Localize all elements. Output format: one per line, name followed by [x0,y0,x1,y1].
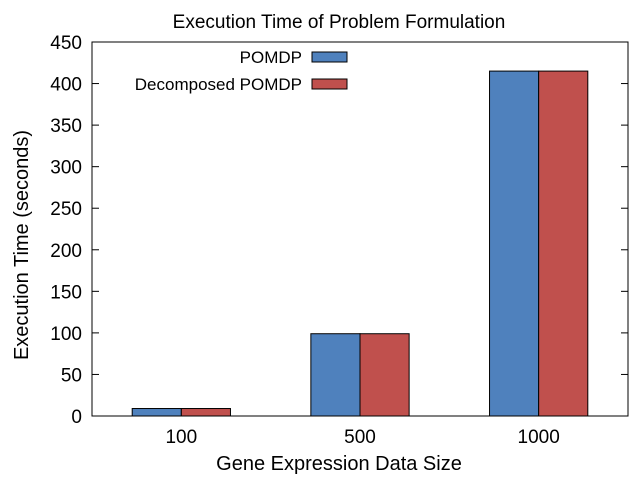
bar-pomdp-1000 [489,70,540,417]
x-tick-label: 100 [165,427,197,448]
bar-pomdp-100 [131,408,182,417]
legend-label: Decomposed POMDP [135,75,302,94]
bar-pomdp-500 [310,333,361,417]
plot-frame [91,41,629,417]
y-tick-label: 450 [50,33,82,54]
legend: POMDP Decomposed POMDP [135,48,348,94]
y-tick-label: 0 [71,407,82,428]
x-axis-label: Gene Expression Data Size [216,453,462,475]
bar-decomposed-pomdp-100 [180,408,231,417]
bar-series [131,70,589,417]
y-tick-label: 150 [50,282,82,303]
bar-decomposed-pomdp-500 [359,333,410,417]
y-tick-label: 100 [50,324,82,345]
y-tick-label: 300 [50,158,82,179]
y-tick-label: 350 [50,116,82,137]
y-tick-label: 250 [50,199,82,220]
x-axis-ticks: 100 500 1000 [165,409,560,448]
chart-title: Execution Time of Problem Formulation [173,12,506,33]
y-axis-ticks: 0 50 100 150 200 250 300 350 400 450 [50,33,628,428]
legend-label: POMDP [240,48,302,67]
y-tick-label: 400 [50,75,82,96]
legend-swatch [311,51,348,63]
x-tick-label: 1000 [518,427,560,448]
bar-decomposed-pomdp-1000 [538,70,589,417]
x-tick-label: 500 [344,427,376,448]
y-tick-label: 200 [50,241,82,262]
legend-swatch [311,78,348,90]
y-axis-label: Execution Time (seconds) [11,130,33,360]
y-tick-label: 50 [61,365,82,386]
